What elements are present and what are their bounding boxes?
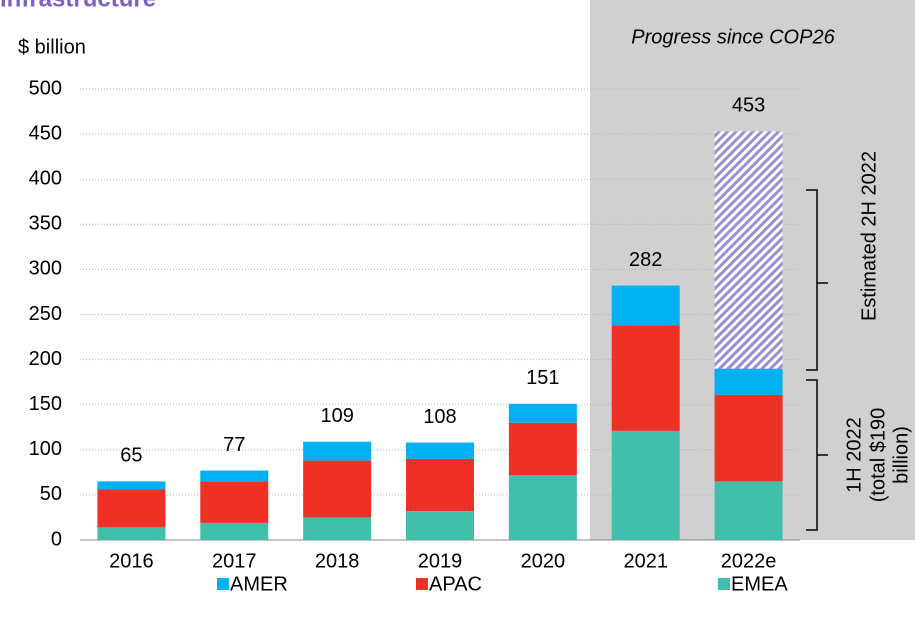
legend-label: APAC — [429, 573, 482, 595]
bar-segment — [303, 517, 372, 540]
legend-swatch — [416, 578, 428, 590]
total-label: 77 — [223, 434, 245, 456]
total-label: 109 — [320, 405, 353, 427]
x-tick-label: 2016 — [109, 550, 154, 572]
bar-segment — [508, 422, 577, 476]
bar-segment — [508, 475, 577, 540]
bar-segment — [303, 460, 372, 518]
legend-swatch — [718, 578, 730, 590]
bar-segment — [714, 394, 783, 482]
x-tick-label: 2017 — [212, 550, 257, 572]
bar-segment — [611, 325, 680, 431]
bar-segment — [406, 458, 474, 512]
bar-segment — [200, 481, 269, 523]
y-tick-label: 100 — [29, 438, 62, 460]
legend-label: AMER — [230, 573, 288, 595]
bar-segment — [714, 481, 783, 540]
y-tick-label: 350 — [29, 213, 62, 235]
annotation: Estimated 2H 2022 — [858, 151, 880, 321]
y-tick-label: 200 — [29, 348, 62, 370]
x-tick-label: 2020 — [521, 550, 566, 572]
total-label: 151 — [526, 367, 559, 389]
bar-segment — [714, 131, 783, 369]
bar-segment — [611, 430, 680, 540]
bar-segment — [97, 489, 166, 528]
region-label: Progress since COP26 — [631, 26, 835, 48]
bar-segment — [714, 368, 783, 395]
bar-segment — [200, 522, 269, 540]
annotation: (total $190 — [867, 408, 889, 503]
bar-segment — [97, 527, 166, 540]
bracket — [806, 189, 828, 531]
legend-label: EMEA — [731, 573, 788, 595]
x-tick-label: 2018 — [315, 550, 360, 572]
total-label: 108 — [423, 406, 456, 428]
x-tick-label: 2019 — [418, 550, 463, 572]
bar-segment — [611, 285, 680, 326]
bar-segment — [200, 470, 269, 482]
y-axis-label: $ billion — [18, 36, 86, 58]
total-label: 65 — [120, 445, 142, 467]
legend-swatch — [217, 578, 229, 590]
annotation: 1H 2022 — [843, 417, 865, 493]
y-tick-label: 150 — [29, 393, 62, 415]
y-tick-label: 250 — [29, 303, 62, 325]
x-tick-label: 2022e — [721, 550, 777, 572]
x-tick-label: 2021 — [623, 550, 668, 572]
y-tick-label: 300 — [29, 258, 62, 280]
y-tick-label: 500 — [29, 77, 62, 99]
annotation: billion) — [890, 426, 912, 484]
bar-segment — [303, 441, 372, 461]
total-label: 282 — [629, 249, 662, 271]
bar-segment — [406, 511, 474, 540]
bar-segment — [97, 481, 166, 490]
total-label: 453 — [732, 95, 765, 117]
y-tick-label: 0 — [51, 528, 62, 550]
y-tick-label: 450 — [29, 122, 62, 144]
chart-title: Infrastructure — [0, 0, 156, 12]
bar-segment — [508, 403, 577, 423]
bar-segment — [406, 442, 474, 459]
y-tick-label: 400 — [29, 167, 62, 189]
y-tick-label: 50 — [40, 483, 62, 505]
